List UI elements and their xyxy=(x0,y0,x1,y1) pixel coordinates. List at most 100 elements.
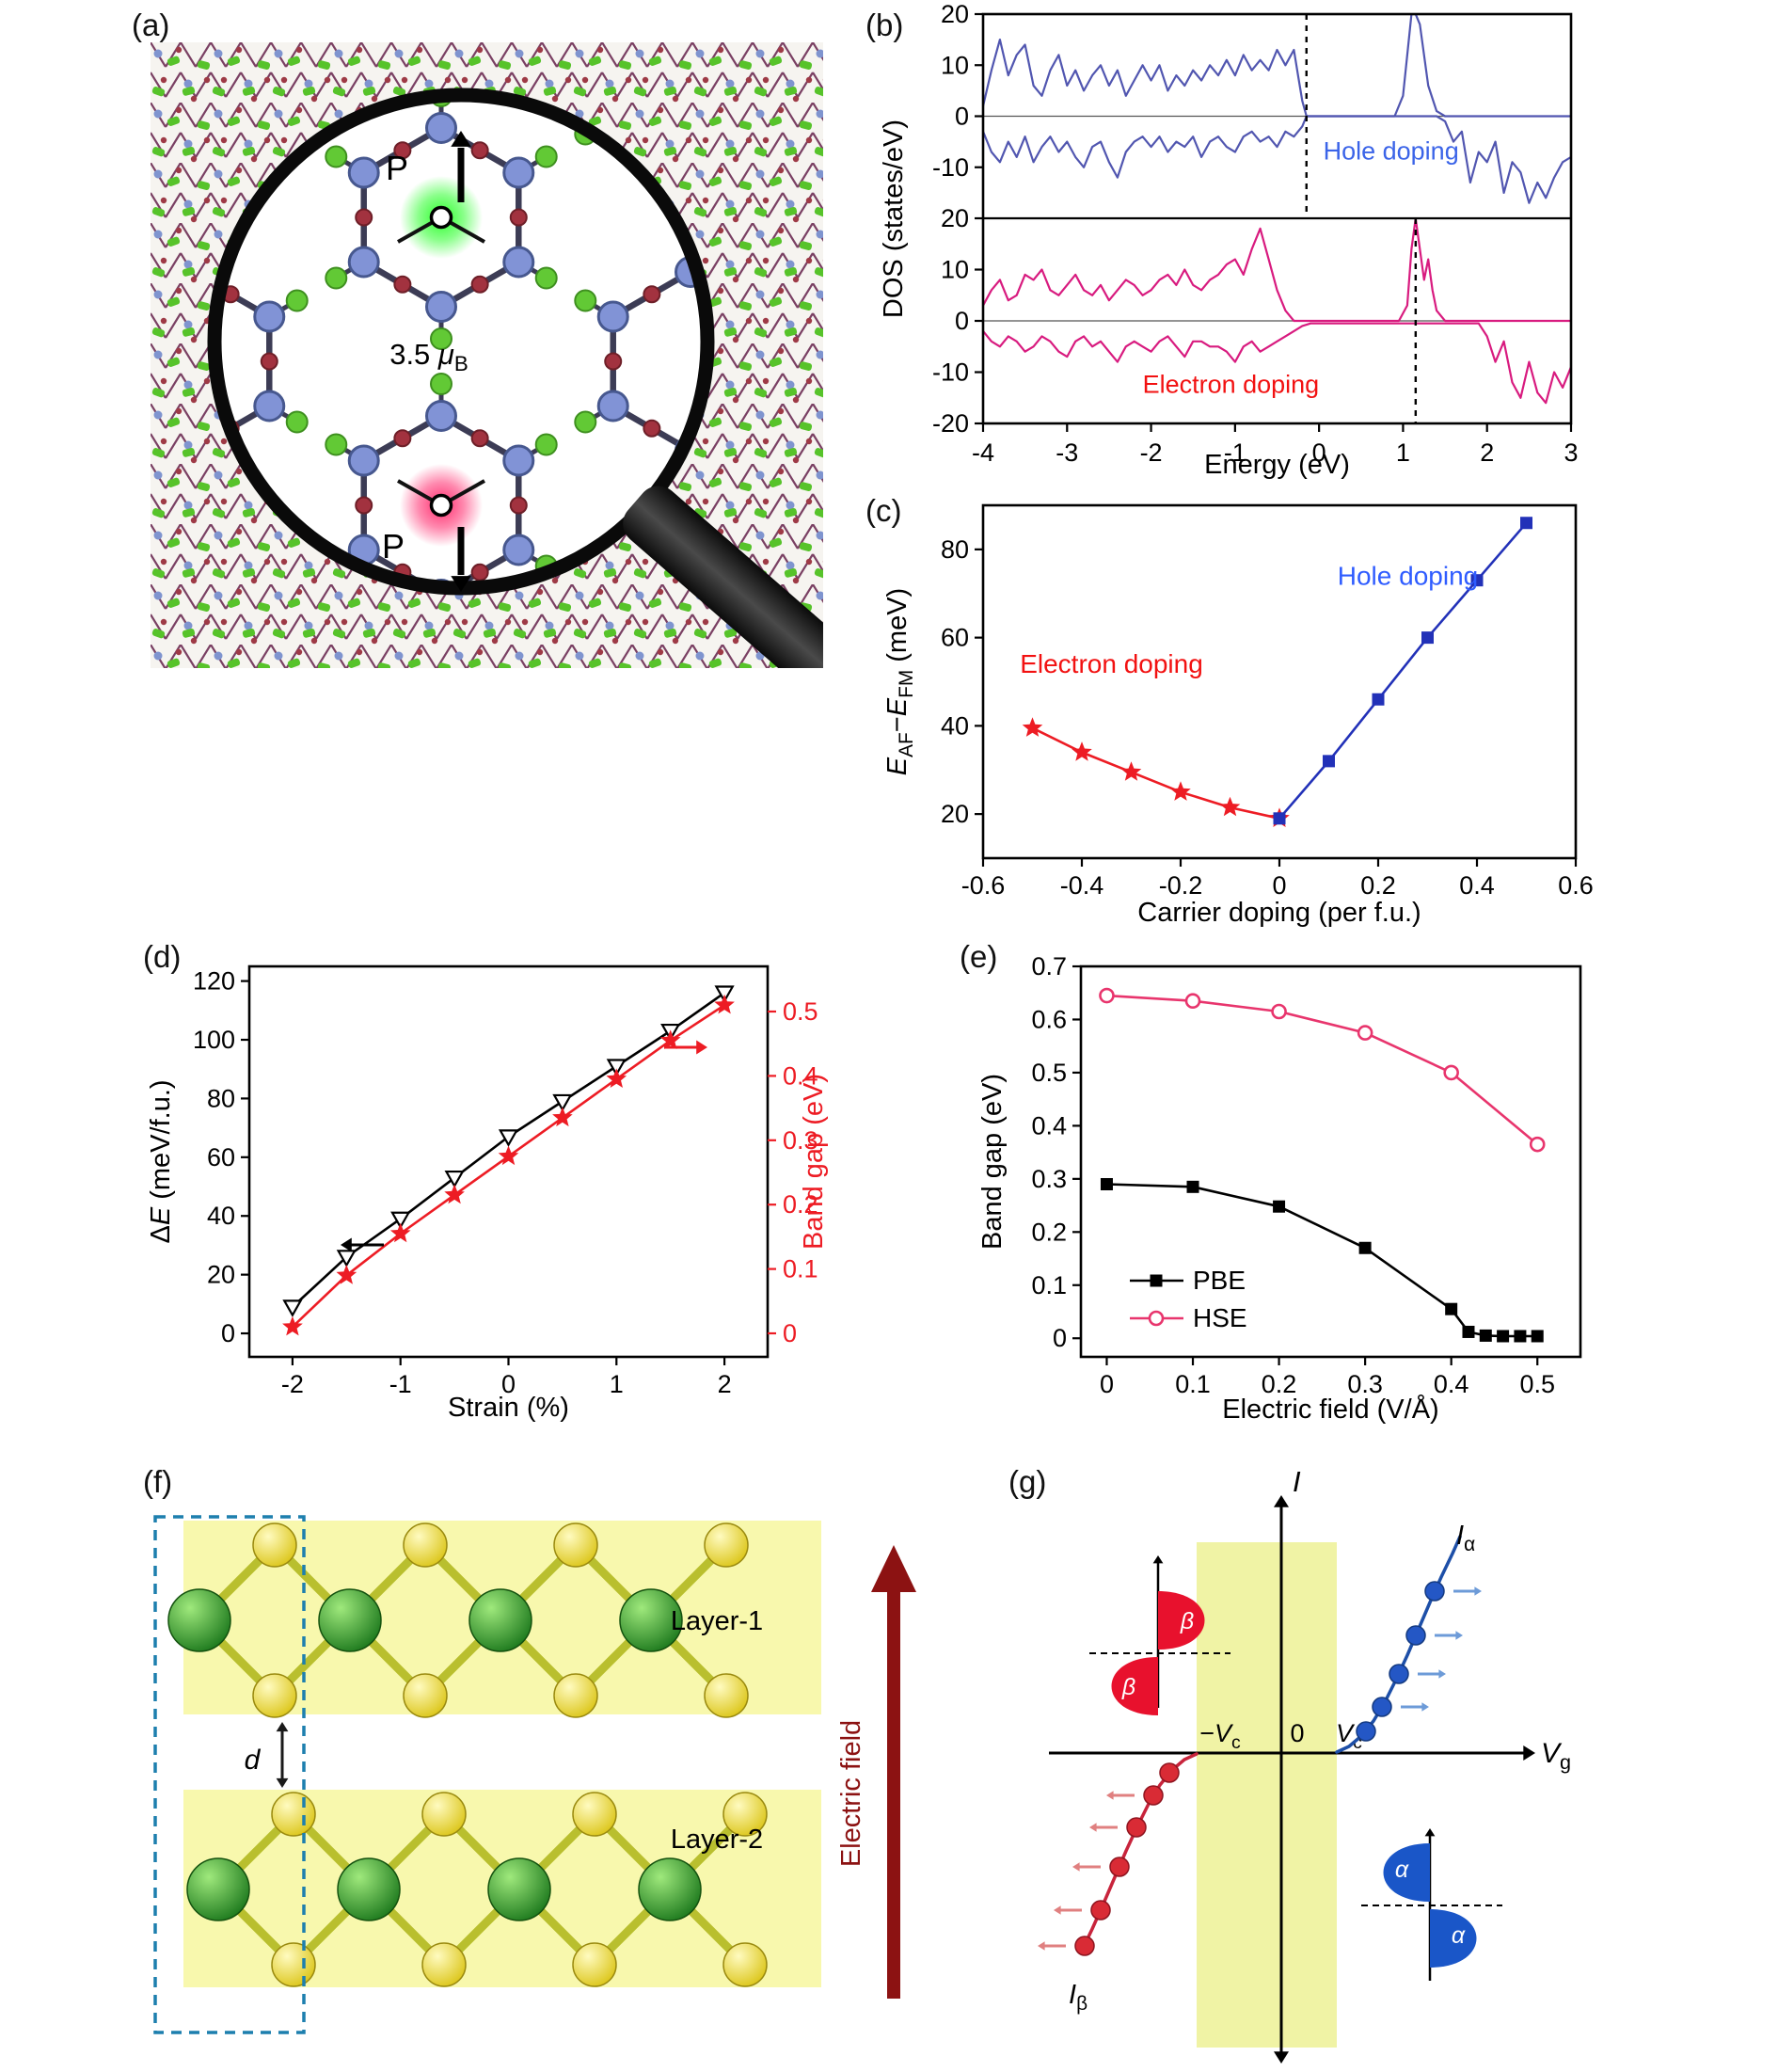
svg-text:0: 0 xyxy=(783,1319,797,1347)
svg-text:0.6: 0.6 xyxy=(1558,871,1594,900)
svg-text:-0.4: -0.4 xyxy=(1060,871,1104,900)
svg-text:0.4: 0.4 xyxy=(1031,1111,1067,1140)
b-ylabel: DOS (states/eV) xyxy=(879,120,909,318)
svg-text:0.3: 0.3 xyxy=(783,1126,818,1155)
svg-text:0: 0 xyxy=(1272,871,1286,900)
svg-text:1: 1 xyxy=(610,1370,624,1398)
g-beta-data-dot xyxy=(1159,1762,1180,1783)
panel-label-d: (d) xyxy=(143,939,182,974)
b-hole-spin-down-curve xyxy=(984,115,1570,204)
g-alpha-dos-lobe-lower xyxy=(1430,1909,1477,1968)
svg-text:-2: -2 xyxy=(281,1370,304,1398)
svg-text:2: 2 xyxy=(1480,438,1494,467)
svg-text:0: 0 xyxy=(955,307,969,335)
svg-text:60: 60 xyxy=(207,1143,235,1171)
f-layer2-atoms xyxy=(186,1792,768,1987)
panel-e-field-chart: 0 0.1 0.2 0.3 0.4 0.5 0.6 0.7 0 0.1 0.2 0.3 0.4 0.5 PB… xyxy=(977,952,1582,1425)
g-neg-vc-label: −Vc xyxy=(1199,1719,1241,1753)
g-alpha-data-dot xyxy=(1356,1721,1376,1742)
panel-label-f: (f) xyxy=(143,1464,173,1499)
a-polarization-down-label: P xyxy=(382,527,405,566)
svg-text:20: 20 xyxy=(941,800,969,828)
c-xlabel: Carrier doping (per f.u.) xyxy=(1137,898,1421,928)
g-alpha-data-dot xyxy=(1372,1697,1392,1717)
svg-text:-10: -10 xyxy=(932,153,969,182)
svg-text:80: 80 xyxy=(941,535,969,564)
b-hole-doping-label: Hole doping xyxy=(1324,137,1459,166)
f-layer1-atoms xyxy=(167,1522,749,1718)
svg-text:1: 1 xyxy=(1396,438,1410,467)
panel-label-b: (b) xyxy=(865,8,904,42)
svg-text:0: 0 xyxy=(1053,1324,1067,1352)
e-frame xyxy=(1079,964,1582,1359)
panel-f-bilayer-schematic: d Layer-1 Layer-2 Electric field xyxy=(153,1515,916,2034)
svg-text:20: 20 xyxy=(207,1261,235,1289)
svg-text:-20: -20 xyxy=(932,409,969,438)
b-electron-doping-curves xyxy=(984,219,1570,405)
b-electron-doping-label: Electron doping xyxy=(1143,370,1320,398)
svg-text:0.2: 0.2 xyxy=(783,1190,818,1219)
g-alpha-label-lower: α xyxy=(1452,1922,1466,1949)
svg-text:0.1: 0.1 xyxy=(1175,1370,1211,1398)
svg-text:0.6: 0.6 xyxy=(1031,1005,1067,1033)
e-ylabel: Band gap (eV) xyxy=(977,1074,1008,1250)
g-beta-label-upper: β xyxy=(1180,1608,1194,1634)
g-beta-data-dot xyxy=(1109,1857,1130,1877)
b-hole-spin-up-curve xyxy=(984,15,1570,118)
g-alpha-data-dot xyxy=(1405,1625,1426,1646)
svg-text:0.4: 0.4 xyxy=(1459,871,1495,900)
panel-c-energy-chart: 20 40 60 80 -0.6 -0.4 -0.2 0 0.2 0.4 0.6 Electron d… xyxy=(882,503,1594,928)
svg-text:0: 0 xyxy=(221,1319,235,1347)
g-alpha-data-dot xyxy=(1424,1581,1445,1602)
a-magnetic-moment-label: 3.5 μB xyxy=(389,338,468,375)
svg-text:-0.6: -0.6 xyxy=(961,871,1006,900)
svg-text:0.1: 0.1 xyxy=(1031,1271,1067,1299)
e-legend-label-hse: HSE xyxy=(1193,1303,1247,1332)
svg-text:0.3: 0.3 xyxy=(1347,1370,1383,1398)
svg-text:120: 120 xyxy=(193,967,235,996)
e-legend-label-pbe: PBE xyxy=(1193,1266,1246,1295)
g-current-axis-label: I xyxy=(1293,1465,1301,1498)
d-ylabel-right: Band gap (eV) xyxy=(799,1074,829,1250)
svg-text:0.2: 0.2 xyxy=(1262,1370,1297,1398)
g-beta-data-dot xyxy=(1126,1817,1147,1838)
g-vc-label: Vc xyxy=(1336,1719,1362,1753)
svg-text:0.2: 0.2 xyxy=(1031,1218,1067,1246)
a-magnifier-handle xyxy=(623,486,823,668)
svg-text:40: 40 xyxy=(941,711,969,740)
f-interlayer-distance-label: d xyxy=(245,1745,262,1776)
svg-text:80: 80 xyxy=(207,1084,235,1112)
svg-text:-1: -1 xyxy=(389,1370,412,1398)
c-series-label-1: Hole doping xyxy=(1338,561,1478,590)
svg-text:-0.2: -0.2 xyxy=(1159,871,1203,900)
panel-label-c: (c) xyxy=(865,493,902,528)
d-xlabel: Strain (%) xyxy=(448,1393,569,1423)
g-beta-dos-lobe-lower xyxy=(1111,1657,1158,1715)
c-series-electron-doping xyxy=(1022,717,1290,827)
g-gate-voltage-axis-label: Vg xyxy=(1541,1738,1571,1774)
g-beta-current-curve xyxy=(1079,1752,1199,1954)
d-ylabel-left: ΔE (meV/f.u.) xyxy=(146,1079,176,1243)
b-electron-spin-up-curve xyxy=(984,219,1570,323)
g-beta-label-lower: β xyxy=(1121,1674,1135,1700)
svg-text:-10: -10 xyxy=(932,359,969,387)
a-oxygen-site xyxy=(429,493,453,518)
svg-text:2: 2 xyxy=(718,1370,732,1398)
svg-text:0.1: 0.1 xyxy=(783,1255,818,1283)
f-layer2-label: Layer-2 xyxy=(671,1825,763,1855)
svg-text:-2: -2 xyxy=(1140,438,1163,467)
g-alpha-current-curve xyxy=(1335,1535,1462,1754)
g-alpha-dos-lobe-upper xyxy=(1383,1843,1430,1902)
e-xlabel: Electric field (V/Å) xyxy=(1222,1394,1438,1425)
b-electron-spin-down-curve xyxy=(984,322,1570,405)
svg-text:0: 0 xyxy=(501,1370,516,1398)
panel-label-g: (g) xyxy=(1008,1464,1047,1499)
e-series-pbe xyxy=(1100,1177,1544,1343)
e-series-hse xyxy=(1099,987,1546,1153)
svg-text:0.5: 0.5 xyxy=(1031,1059,1067,1087)
svg-text:100: 100 xyxy=(193,1026,235,1054)
b-hole-doping-curves xyxy=(984,15,1570,204)
svg-text:0.5: 0.5 xyxy=(783,997,818,1026)
